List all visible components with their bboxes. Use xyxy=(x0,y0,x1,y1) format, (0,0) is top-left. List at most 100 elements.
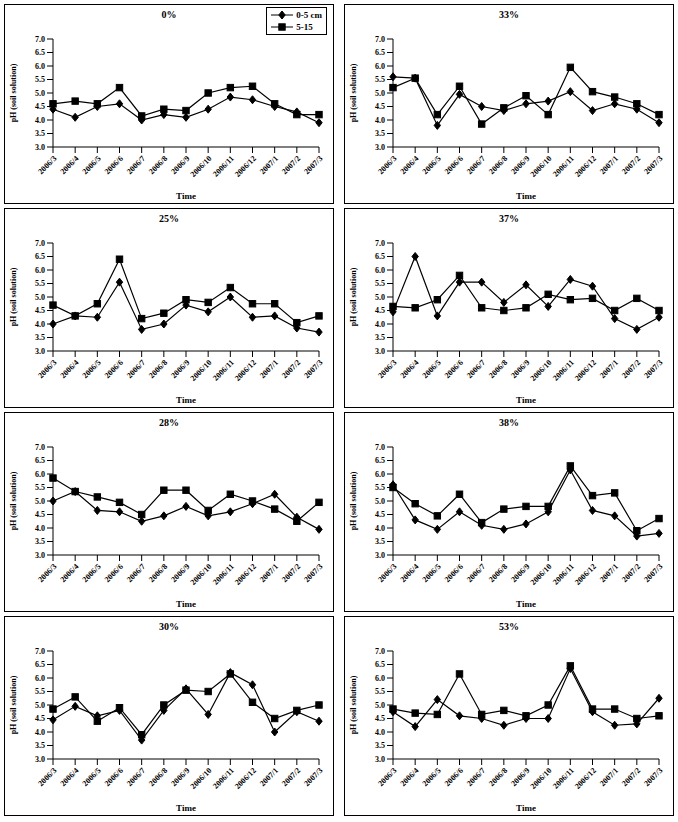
svg-text:3.5: 3.5 xyxy=(375,741,385,750)
svg-text:2006/11: 2006/11 xyxy=(551,766,576,791)
svg-text:2007/1: 2007/1 xyxy=(258,766,280,788)
svg-text:pH (soil solution): pH (soil solution) xyxy=(9,63,18,122)
svg-text:2006/4: 2006/4 xyxy=(399,154,421,176)
svg-text:3.0: 3.0 xyxy=(375,551,385,560)
svg-text:2007/2: 2007/2 xyxy=(280,154,302,176)
svg-text:6.5: 6.5 xyxy=(375,252,385,261)
svg-text:6.0: 6.0 xyxy=(35,674,45,683)
svg-text:2006/8: 2006/8 xyxy=(487,358,509,380)
svg-text:pH (soil solution): pH (soil solution) xyxy=(349,267,358,326)
svg-text:2007/3: 2007/3 xyxy=(642,766,664,788)
svg-text:4.5: 4.5 xyxy=(375,714,385,723)
svg-text:2006/5: 2006/5 xyxy=(81,154,103,176)
svg-text:2007/1: 2007/1 xyxy=(598,766,620,788)
svg-text:2006/8: 2006/8 xyxy=(147,154,169,176)
svg-text:2007/2: 2007/2 xyxy=(280,766,302,788)
svg-text:pH (soil solution): pH (soil solution) xyxy=(9,675,18,734)
svg-text:7.0: 7.0 xyxy=(35,239,45,248)
svg-text:2007/3: 2007/3 xyxy=(642,154,664,176)
svg-text:2006/8: 2006/8 xyxy=(147,766,169,788)
svg-text:2006/6: 2006/6 xyxy=(103,766,125,788)
svg-text:5.5: 5.5 xyxy=(375,483,385,492)
svg-text:2006/4: 2006/4 xyxy=(59,766,81,788)
svg-text:6.0: 6.0 xyxy=(375,62,385,71)
svg-text:2006/6: 2006/6 xyxy=(443,154,465,176)
svg-text:2006/7: 2006/7 xyxy=(125,562,147,584)
svg-text:4.0: 4.0 xyxy=(375,524,385,533)
svg-text:2006/11: 2006/11 xyxy=(551,154,576,179)
svg-text:2006/12: 2006/12 xyxy=(233,766,258,791)
svg-text:6.0: 6.0 xyxy=(375,266,385,275)
svg-text:7.0: 7.0 xyxy=(35,647,45,656)
svg-text:2006/8: 2006/8 xyxy=(487,562,509,584)
svg-text:2006/10: 2006/10 xyxy=(529,562,554,587)
svg-text:2006/5: 2006/5 xyxy=(421,766,443,788)
svg-text:Time: Time xyxy=(516,395,536,405)
svg-text:3.0: 3.0 xyxy=(35,755,45,764)
svg-text:2007/3: 2007/3 xyxy=(302,154,324,176)
svg-text:2006/3: 2006/3 xyxy=(36,154,58,176)
svg-text:Time: Time xyxy=(176,803,196,813)
svg-text:7.0: 7.0 xyxy=(375,443,385,452)
svg-text:2006/7: 2006/7 xyxy=(125,766,147,788)
svg-text:4.5: 4.5 xyxy=(35,306,45,315)
svg-text:2006/5: 2006/5 xyxy=(421,154,443,176)
svg-text:2007/2: 2007/2 xyxy=(620,154,642,176)
svg-text:2006/3: 2006/3 xyxy=(36,766,58,788)
svg-text:5.0: 5.0 xyxy=(35,497,45,506)
svg-text:2006/3: 2006/3 xyxy=(376,358,398,380)
svg-text:2006/8: 2006/8 xyxy=(487,154,509,176)
svg-text:Time: Time xyxy=(176,191,196,201)
svg-text:2006/11: 2006/11 xyxy=(211,766,236,791)
svg-text:pH (soil solution): pH (soil solution) xyxy=(9,267,18,326)
svg-text:2006/3: 2006/3 xyxy=(376,562,398,584)
svg-text:6.5: 6.5 xyxy=(35,252,45,261)
svg-text:3.5: 3.5 xyxy=(35,129,45,138)
svg-text:Time: Time xyxy=(516,191,536,201)
svg-text:5.0: 5.0 xyxy=(375,701,385,710)
svg-text:5.5: 5.5 xyxy=(375,75,385,84)
svg-text:Time: Time xyxy=(176,599,196,609)
svg-text:6.0: 6.0 xyxy=(35,470,45,479)
svg-text:2006/8: 2006/8 xyxy=(147,562,169,584)
svg-text:pH (soil solution): pH (soil solution) xyxy=(349,471,358,530)
svg-text:6.5: 6.5 xyxy=(375,660,385,669)
svg-text:4.5: 4.5 xyxy=(35,102,45,111)
svg-text:7.0: 7.0 xyxy=(35,35,45,44)
svg-text:6.0: 6.0 xyxy=(375,470,385,479)
svg-text:2006/12: 2006/12 xyxy=(233,358,258,383)
svg-text:6.5: 6.5 xyxy=(35,456,45,465)
svg-text:pH (soil solution): pH (soil solution) xyxy=(9,471,18,530)
svg-text:2006/5: 2006/5 xyxy=(421,562,443,584)
svg-text:3.0: 3.0 xyxy=(35,143,45,152)
svg-text:5.0: 5.0 xyxy=(35,701,45,710)
svg-text:2006/7: 2006/7 xyxy=(465,766,487,788)
svg-text:3.0: 3.0 xyxy=(375,755,385,764)
svg-text:2006/3: 2006/3 xyxy=(376,154,398,176)
svg-text:5.5: 5.5 xyxy=(35,279,45,288)
svg-text:2006/4: 2006/4 xyxy=(399,766,421,788)
svg-text:2006/3: 2006/3 xyxy=(376,766,398,788)
svg-text:2006/5: 2006/5 xyxy=(81,766,103,788)
svg-text:5.0: 5.0 xyxy=(35,293,45,302)
svg-text:2007/3: 2007/3 xyxy=(302,562,324,584)
svg-text:2007/1: 2007/1 xyxy=(598,154,620,176)
svg-text:2006/12: 2006/12 xyxy=(573,358,598,383)
svg-text:2006/7: 2006/7 xyxy=(465,358,487,380)
svg-text:2006/5: 2006/5 xyxy=(421,358,443,380)
svg-text:2006/6: 2006/6 xyxy=(443,562,465,584)
svg-text:2006/6: 2006/6 xyxy=(443,766,465,788)
svg-text:4.5: 4.5 xyxy=(375,510,385,519)
svg-text:2006/6: 2006/6 xyxy=(443,358,465,380)
svg-text:4.5: 4.5 xyxy=(375,306,385,315)
svg-text:7.0: 7.0 xyxy=(35,443,45,452)
svg-text:4.5: 4.5 xyxy=(35,510,45,519)
svg-text:2006/4: 2006/4 xyxy=(399,358,421,380)
svg-text:3.5: 3.5 xyxy=(375,129,385,138)
svg-text:5.0: 5.0 xyxy=(35,89,45,98)
svg-text:2006/8: 2006/8 xyxy=(147,358,169,380)
svg-text:2006/7: 2006/7 xyxy=(465,154,487,176)
svg-text:2006/4: 2006/4 xyxy=(59,358,81,380)
svg-text:2006/10: 2006/10 xyxy=(189,766,214,791)
svg-text:2006/7: 2006/7 xyxy=(125,154,147,176)
